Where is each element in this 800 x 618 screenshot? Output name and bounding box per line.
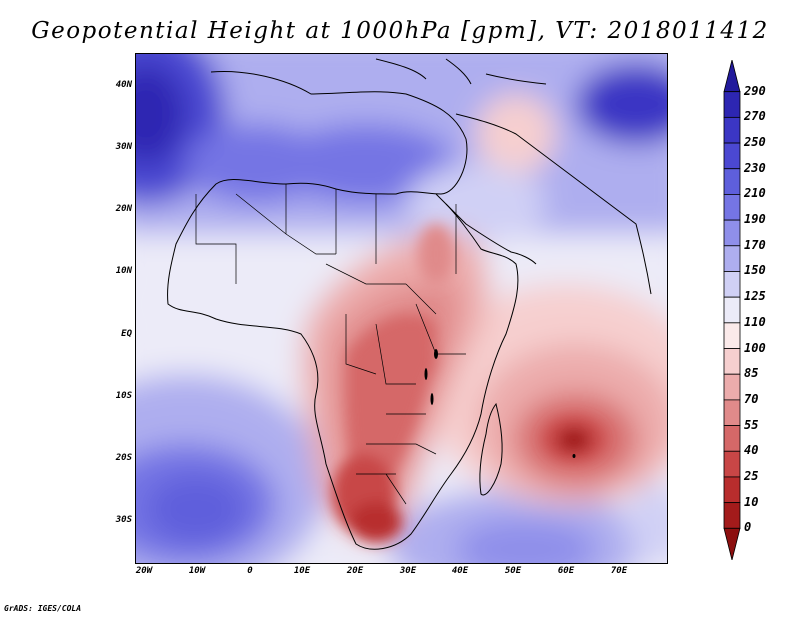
colorbar-tick-label: 10 <box>744 494 759 509</box>
lon-label-60e: 60E <box>557 566 575 576</box>
colorbar-swatch <box>723 502 741 529</box>
colorbar-swatch <box>723 527 741 560</box>
colorbar-swatch <box>723 91 741 118</box>
colorbar-tick-label: 270 <box>744 109 766 124</box>
colorbar-swatch <box>723 399 741 426</box>
colorbar-swatch <box>723 194 741 221</box>
coastlines <box>167 58 652 550</box>
colorbar-tick-label: 40 <box>744 443 759 458</box>
colorbar-tick-label: 100 <box>744 340 766 355</box>
lat-label-30s: 30S <box>115 515 132 525</box>
colorbar-swatch <box>723 219 741 247</box>
colorbar-swatch <box>723 476 741 504</box>
colorbar-tick-label: 150 <box>744 263 766 278</box>
lon-label-10w: 10W <box>188 566 206 576</box>
colorbar-swatch <box>723 168 741 195</box>
lon-label-0: 0 <box>247 566 253 576</box>
height-field-smooth <box>136 54 667 563</box>
colorbar-swatch <box>723 271 741 298</box>
colorbar-tick-label: 25 <box>744 468 759 483</box>
colorbar-tick-label: 55 <box>744 417 759 432</box>
lat-label-eq: EQ <box>121 329 132 339</box>
colorbar-tick-label: 0 <box>744 520 752 535</box>
lon-label-20w: 20W <box>135 566 153 576</box>
colorbar-segments <box>723 60 741 560</box>
colorbar-tick-label: 125 <box>744 289 766 304</box>
colorbar-swatch <box>723 322 741 349</box>
colorbar-swatch <box>723 296 741 324</box>
colorbar-swatch <box>723 450 741 478</box>
colorbar-swatch <box>723 142 741 170</box>
colorbar-tick-label: 230 <box>744 160 766 175</box>
lat-label-10n: 10N <box>115 266 132 276</box>
map-plot-area <box>135 53 668 564</box>
colorbar-swatch <box>723 348 741 375</box>
map-title: Geopotential Height at 1000hPa [gpm], VT… <box>31 18 769 44</box>
colorbar-tick-label: 250 <box>744 135 766 150</box>
lon-label-70e: 70E <box>610 566 628 576</box>
colorbar-tick-label: 70 <box>744 391 759 406</box>
borders <box>195 184 466 505</box>
lon-label-10e: 10E <box>293 566 311 576</box>
colorbar-tick-label: 170 <box>744 237 766 252</box>
colorbar-tick-label: 190 <box>744 212 766 227</box>
lon-label-40e: 40E <box>451 566 469 576</box>
colorbar-swatch <box>723 245 741 272</box>
lat-label-20n: 20N <box>115 204 132 214</box>
lat-label-10s: 10S <box>115 391 132 401</box>
colorbar <box>723 60 741 560</box>
geopotential-map <box>136 54 667 563</box>
lat-label-30n: 30N <box>115 142 132 152</box>
colorbar-tick-label: 110 <box>744 314 766 329</box>
colorbar-tick-label: 290 <box>744 83 766 98</box>
colorbar-swatch <box>723 425 741 452</box>
lat-label-20s: 20S <box>115 453 132 463</box>
lon-label-20e: 20E <box>346 566 364 576</box>
colorbar-swatch <box>723 373 741 401</box>
lon-label-30e: 30E <box>399 566 417 576</box>
colorbar-tick-label: 210 <box>744 186 766 201</box>
lat-label-40n: 40N <box>115 80 132 90</box>
colorbar-swatch <box>723 60 741 93</box>
colorbar-tick-label: 85 <box>744 366 759 381</box>
lon-label-50e: 50E <box>504 566 522 576</box>
lakes-islands <box>424 349 576 458</box>
colorbar-swatch <box>723 116 741 144</box>
credit-text: GrADS: IGES/COLA <box>4 604 82 613</box>
